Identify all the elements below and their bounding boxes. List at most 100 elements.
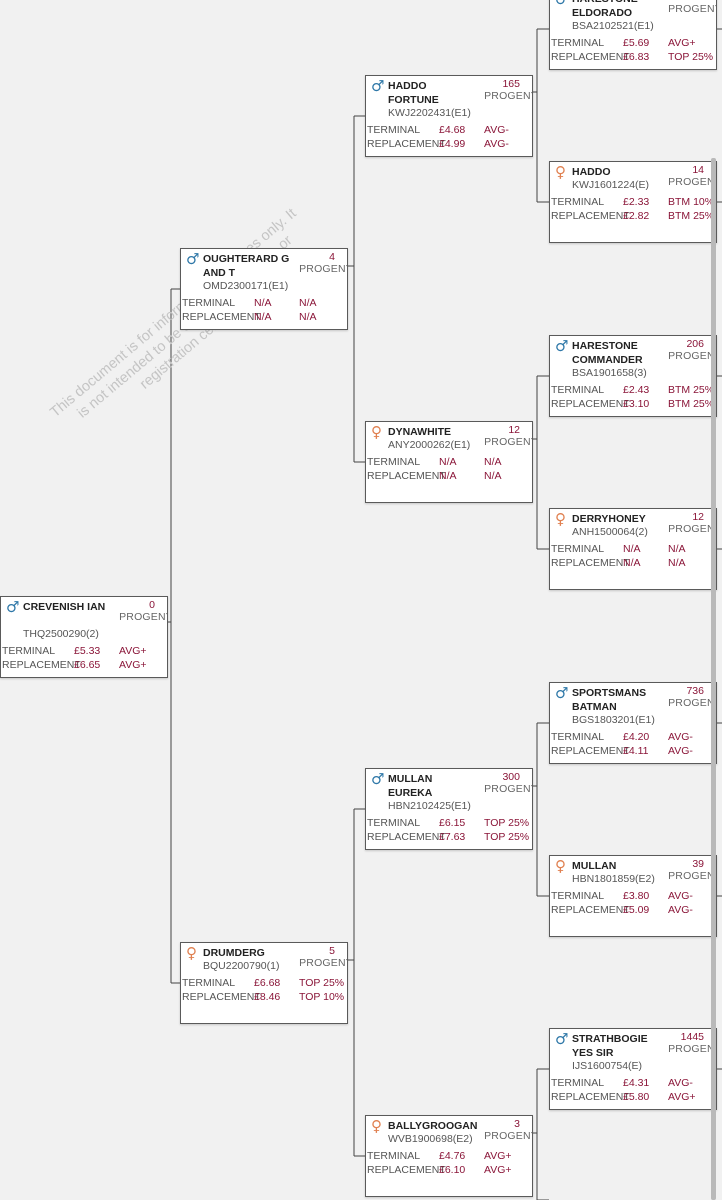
progeny-label: PROGENY [484, 783, 533, 795]
progeny-label: PROGENY [119, 611, 168, 623]
animal-card-harestone-eldorado[interactable]: ♂ HARESTONE ELDORADO PROGENY BSA2102521(E1)… [549, 0, 717, 70]
terminal-label: TERMINAL [551, 890, 605, 902]
replacement-label: REPLACEMENT [551, 557, 630, 569]
progeny-count: 5 [329, 945, 335, 957]
terminal-index-row: TERMINAL £5.69 AVG+ [551, 37, 716, 51]
terminal-value: £4.20 [623, 731, 650, 743]
progeny-label: PROGENY [668, 697, 717, 709]
replacement-label: REPLACEMENT [551, 745, 630, 757]
animal-name: HADDO [572, 166, 611, 178]
replacement-rank: BTM 25% [668, 398, 715, 410]
replacement-index-row: REPLACEMENT N/A N/A [551, 557, 716, 571]
replacement-value: £8.46 [254, 991, 281, 1003]
terminal-value: N/A [623, 543, 641, 555]
terminal-value: £6.15 [439, 817, 466, 829]
female-sex-icon: ♀ [555, 857, 566, 875]
progeny-count: 736 [686, 685, 704, 697]
replacement-value: £6.83 [623, 51, 650, 63]
animal-card-harestone-commander[interactable]: ♂ HARESTONE COMMANDER 206 PROGENY BSA1901658… [549, 335, 717, 417]
animal-card-haddo-fortune[interactable]: ♂ HADDO FORTUNE 165 PROGENY KWJ2202431(E1) TE… [365, 75, 533, 157]
terminal-rank: AVG- [668, 731, 693, 743]
animal-name: OUGHTERARD G AND T [203, 253, 290, 279]
terminal-value: £2.33 [623, 196, 650, 208]
terminal-index-row: TERMINAL £5.33 AVG+ [2, 645, 167, 659]
replacement-label: REPLACEMENT [551, 210, 630, 222]
progeny-label: PROGENY [668, 523, 717, 535]
progeny-label: PROGENY [299, 263, 348, 275]
progeny-label: PROGENY [668, 3, 717, 15]
terminal-value: £4.31 [623, 1077, 650, 1089]
registration-number: BQU2200790(1) [203, 960, 280, 972]
progeny-label: PROGENY [668, 176, 717, 188]
replacement-index-row: REPLACEMENT £5.09 AVG- [551, 904, 716, 918]
terminal-rank: TOP 25% [299, 977, 345, 989]
male-sex-icon: ♂ [371, 770, 385, 788]
terminal-index-row: TERMINAL N/A N/A [551, 543, 716, 557]
progeny-label: PROGENY [299, 957, 348, 969]
progeny-count: 39 [692, 858, 704, 870]
animal-card-mullan-eureka[interactable]: ♂ MULLAN EUREKA 300 PROGENY HBN2102425(E1) TE… [365, 768, 533, 850]
terminal-value: £4.68 [439, 124, 466, 136]
replacement-value: £6.10 [439, 1164, 466, 1176]
terminal-label: TERMINAL [551, 1077, 605, 1089]
animal-card-strathbogie-yes-sir[interactable]: ♂ STRATHBOGIE YES SIR 1445 PROGENY IJS160075… [549, 1028, 717, 1110]
animal-name: HARESTONE ELDORADO [572, 0, 638, 19]
progeny-count: 12 [692, 511, 704, 523]
replacement-rank: AVG- [484, 138, 509, 150]
registration-number: IJS1600754(E) [572, 1060, 643, 1072]
animal-card-drumderg[interactable]: ♀ DRUMDERG 5 PROGENY BQU2200790(1) TERMINAL £6… [180, 942, 348, 1024]
terminal-label: TERMINAL [367, 124, 421, 136]
replacement-label: REPLACEMENT [551, 51, 630, 63]
terminal-rank: N/A [299, 297, 317, 309]
terminal-index-row: TERMINAL £6.68 TOP 25% [182, 977, 347, 991]
replacement-rank: AVG+ [484, 1164, 512, 1176]
progeny-label: PROGENY [668, 1043, 717, 1055]
terminal-value: £4.76 [439, 1150, 466, 1162]
male-sex-icon: ♂ [186, 250, 200, 268]
animal-card-oughterard[interactable]: ♂ OUGHTERARD G AND T 4 PROGENY OMD2300171(E1… [180, 248, 348, 330]
replacement-index-row: REPLACEMENT £8.46 TOP 10% [182, 991, 347, 1005]
replacement-label: REPLACEMENT [367, 470, 446, 482]
animal-name: BALLYGROOGAN [388, 1120, 478, 1132]
animal-card-mullan[interactable]: ♀ MULLAN 39 PROGENY HBN1801859(E2) TERMINAL £3… [549, 855, 717, 937]
replacement-rank: BTM 25% [668, 210, 715, 222]
animal-card-derryhoney[interactable]: ♀ DERRYHONEY 12 PROGENY ANH1500064(2) TERMINA… [549, 508, 717, 590]
replacement-rank: N/A [299, 311, 317, 323]
registration-number: WVB1900698(E2) [388, 1133, 473, 1145]
terminal-value: £5.69 [623, 37, 650, 49]
scrollbar[interactable] [711, 158, 716, 1200]
animal-card-haddo[interactable]: ♀ HADDO 14 PROGENY KWJ1601224(E) TERMINAL £2.3… [549, 161, 717, 243]
replacement-value: N/A [439, 470, 457, 482]
male-sex-icon: ♂ [371, 77, 385, 95]
replacement-rank: AVG- [668, 745, 693, 757]
replacement-index-row: REPLACEMENT £4.99 AVG- [367, 138, 532, 152]
male-sex-icon: ♂ [555, 684, 569, 702]
female-sex-icon: ♀ [186, 944, 197, 962]
terminal-value: N/A [439, 456, 457, 468]
terminal-label: TERMINAL [182, 977, 236, 989]
terminal-label: TERMINAL [367, 1150, 421, 1162]
registration-number: BSA2102521(E1) [572, 20, 654, 32]
replacement-value: N/A [254, 311, 272, 323]
replacement-rank: TOP 25% [484, 831, 530, 843]
animal-card-ballygroogan[interactable]: ♀ BALLYGROOGAN 3 PROGENY WVB1900698(E2) TERMI… [365, 1115, 533, 1197]
terminal-rank: AVG- [484, 124, 509, 136]
terminal-index-row: TERMINAL £4.31 AVG- [551, 1077, 716, 1091]
animal-card-dynawhite[interactable]: ♀ DYNAWHITE 12 PROGENY ANY2000262(E1) TERMINA… [365, 421, 533, 503]
progeny-count: 206 [686, 338, 704, 350]
progeny-label: PROGENY [668, 870, 717, 882]
replacement-label: REPLACEMENT [551, 398, 630, 410]
replacement-label: REPLACEMENT [551, 904, 630, 916]
female-sex-icon: ♀ [555, 163, 566, 181]
replacement-rank: AVG+ [668, 1091, 696, 1103]
progeny-label: PROGENY [484, 90, 533, 102]
terminal-value: £6.68 [254, 977, 281, 989]
progeny-count: 3 [514, 1118, 520, 1130]
male-sex-icon: ♂ [555, 337, 569, 355]
terminal-index-row: TERMINAL £4.68 AVG- [367, 124, 532, 138]
animal-card-sportsmans-batman[interactable]: ♂ SPORTSMANS BATMAN 736 PROGENY BGS1803201(E… [549, 682, 717, 764]
male-sex-icon: ♂ [555, 0, 568, 7]
animal-card-crevenish[interactable]: ♂ CREVENISH IAN 0 PROGENY THQ2500290(2) TERMI… [0, 596, 168, 678]
terminal-value: N/A [254, 297, 272, 309]
terminal-rank: AVG+ [668, 37, 696, 49]
